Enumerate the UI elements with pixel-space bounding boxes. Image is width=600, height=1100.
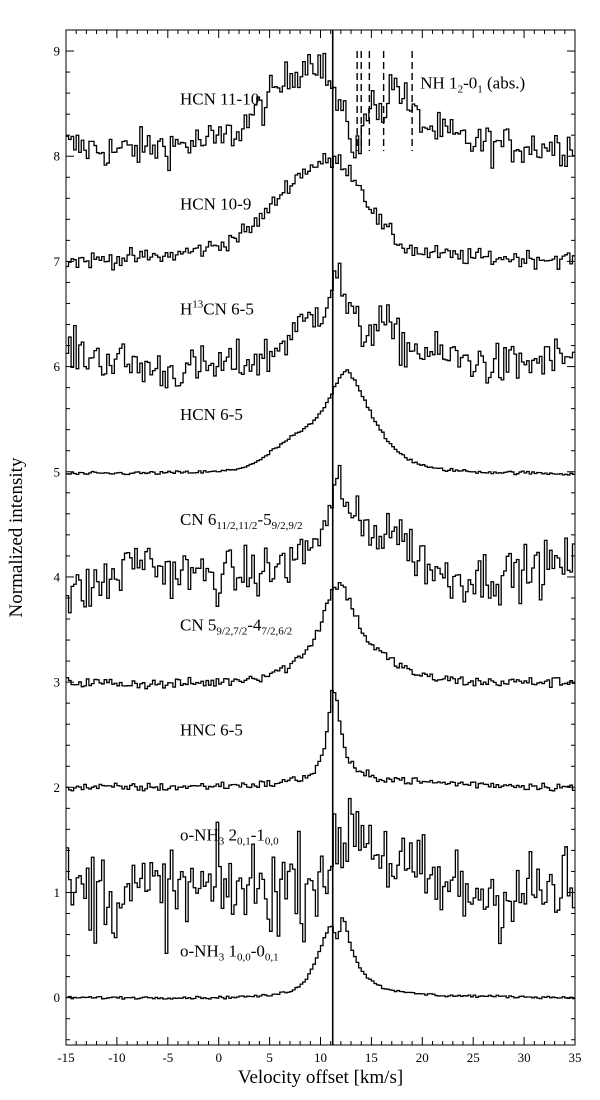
series-label-o-nh3-2-1: o-NH3 20,1-10,0 bbox=[180, 826, 279, 848]
y-tick-label: 5 bbox=[54, 464, 61, 479]
series-hcn-6-5 bbox=[66, 369, 575, 476]
series-label-part: CN 5 bbox=[180, 615, 216, 634]
series-label-part: -1 bbox=[251, 826, 265, 845]
series-label-o-nh3-1-0: o-NH3 10,0-00,1 bbox=[180, 941, 279, 963]
x-tick-label: 35 bbox=[569, 1050, 582, 1065]
series-label-part: CN 6 bbox=[180, 510, 216, 529]
series-label-part: HCN 11-10 bbox=[180, 89, 259, 108]
series-label-hcn-6-5: HCN 6-5 bbox=[180, 405, 243, 424]
series-layer bbox=[66, 52, 575, 1000]
series-label-part: 0,0 bbox=[265, 836, 279, 848]
nh-label-part: -0 bbox=[463, 74, 477, 93]
series-label-cn-5-4: CN 59/2,7/2-47/2,6/2 bbox=[180, 615, 292, 637]
nh-label-part: (abs.) bbox=[483, 74, 525, 93]
series-o-nh3-2-1 bbox=[66, 797, 575, 955]
series-h13cn-6-5 bbox=[66, 262, 575, 389]
nh-label-part: NH 1 bbox=[420, 74, 457, 93]
series-label-part: H bbox=[180, 300, 192, 319]
series-label-part: -5 bbox=[257, 510, 271, 529]
series-label-part: o-NH bbox=[180, 826, 219, 845]
x-tick-label: 5 bbox=[266, 1050, 273, 1065]
nh-absorption-label: NH 12-01 (abs.) bbox=[420, 74, 525, 96]
y-tick-label: 3 bbox=[54, 675, 61, 690]
series-label-part: 0,0 bbox=[237, 951, 251, 963]
nh-label-part: 2 bbox=[458, 84, 464, 96]
series-label-part: 9/2,7/2 bbox=[216, 625, 247, 637]
x-tick-label: -10 bbox=[108, 1050, 125, 1065]
series-label-hcn-11-10: HCN 11-10 bbox=[180, 89, 259, 108]
x-tick-label: -5 bbox=[162, 1050, 173, 1065]
x-tick-label: 0 bbox=[215, 1050, 222, 1065]
x-tick-label: 25 bbox=[467, 1050, 480, 1065]
series-cn-5-4 bbox=[66, 582, 575, 690]
series-cn-6-5 bbox=[66, 464, 575, 614]
series-label-part: 3 bbox=[219, 836, 225, 848]
series-label-part: 11/2,11/2 bbox=[216, 520, 257, 532]
series-label-part: -4 bbox=[247, 615, 262, 634]
y-tick-label: 6 bbox=[54, 359, 61, 374]
x-tick-label: 20 bbox=[416, 1050, 429, 1065]
series-label-cn-6-5: CN 611/2,11/2-59/2,9/2 bbox=[180, 510, 302, 532]
y-tick-label: 9 bbox=[54, 44, 61, 59]
series-label-hnc-6-5: HNC 6-5 bbox=[180, 720, 243, 739]
series-label-part: 0,1 bbox=[265, 951, 279, 963]
y-axis-label: Normalized intensity bbox=[6, 457, 27, 617]
y-tick-label: 4 bbox=[54, 569, 61, 584]
x-tick-label: 30 bbox=[518, 1050, 531, 1065]
x-tick-label: 15 bbox=[365, 1050, 378, 1065]
y-tick-label: 2 bbox=[54, 780, 61, 795]
series-label-part: CN 6-5 bbox=[203, 300, 254, 319]
series-label-part: HCN 10-9 bbox=[180, 195, 251, 214]
series-label-part: 13 bbox=[192, 299, 204, 311]
series-label-part: 0,1 bbox=[237, 836, 251, 848]
reference-layer bbox=[331, 30, 413, 1045]
series-label-part: 1 bbox=[224, 941, 237, 960]
y-tick-label: 1 bbox=[54, 885, 61, 900]
series-label-part: 2 bbox=[224, 826, 237, 845]
series-label-part: 7/2,6/2 bbox=[261, 625, 292, 637]
series-label-part: o-NH bbox=[180, 941, 219, 960]
series-label-hcn-10-9: HCN 10-9 bbox=[180, 195, 251, 214]
series-hcn-10-9 bbox=[66, 153, 575, 271]
series-o-nh3-1-0 bbox=[66, 917, 575, 1000]
series-label-h13cn-6-5: H13CN 6-5 bbox=[180, 299, 254, 319]
y-tick-label: 7 bbox=[54, 254, 61, 269]
series-hcn-11-10 bbox=[66, 52, 575, 172]
series-label-part: HCN 6-5 bbox=[180, 405, 243, 424]
y-tick-label: 8 bbox=[54, 149, 61, 164]
series-label-part: -0 bbox=[251, 941, 265, 960]
x-tick-label: -15 bbox=[57, 1050, 74, 1065]
x-tick-label: 10 bbox=[314, 1050, 327, 1065]
x-axis-label: Velocity offset [km/s] bbox=[238, 1067, 403, 1088]
series-label-part: 3 bbox=[219, 951, 225, 963]
series-label-part: HNC 6-5 bbox=[180, 720, 243, 739]
series-hnc-6-5 bbox=[66, 689, 575, 792]
y-tick-label: 0 bbox=[54, 990, 61, 1005]
series-label-part: 9/2,9/2 bbox=[272, 520, 303, 532]
nh-label-part: 1 bbox=[477, 84, 483, 96]
